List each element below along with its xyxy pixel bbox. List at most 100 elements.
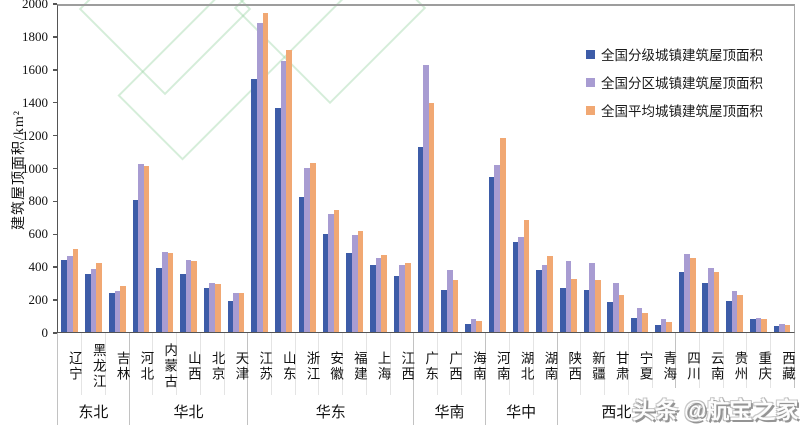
bar (399, 264, 405, 332)
bar (689, 258, 696, 332)
province-label: 湖南 (542, 351, 558, 382)
province-label: 北京 (201, 333, 225, 395)
bar (333, 210, 340, 332)
region-label: 华中 (506, 405, 537, 421)
region-label: 华东 (315, 405, 346, 421)
y-tick-label: 1800 (22, 28, 48, 44)
province-label-row: 广东 广西 海南 (414, 333, 486, 395)
province-label: 安徽 (319, 333, 344, 395)
province-label: 上海 (367, 333, 391, 395)
bars-container (58, 6, 794, 332)
bar (67, 256, 73, 332)
bar (654, 324, 661, 332)
y-tick-mark (53, 134, 57, 137)
bar (666, 321, 672, 332)
bar (784, 325, 791, 332)
bar (702, 282, 709, 332)
bar-cluster (153, 6, 177, 332)
bar (583, 289, 590, 332)
y-tick-label: 200 (28, 292, 49, 308)
bar (607, 301, 614, 332)
legend-item: 全国分级城镇建筑屋顶面积 (586, 44, 763, 64)
y-tick-label: 1600 (22, 61, 48, 77)
province-label: 黑龙江 (82, 333, 106, 395)
y-tick-mark (53, 167, 57, 170)
bar-region-group (485, 6, 556, 332)
bar (256, 22, 263, 332)
region-label: 西北 (601, 405, 632, 421)
province-label: 吉林 (114, 351, 130, 382)
bar-cluster (343, 6, 367, 332)
bar (251, 78, 257, 332)
province-label: 山西 (177, 333, 201, 395)
bar (298, 197, 305, 332)
bar (678, 272, 685, 332)
bar-cluster (367, 6, 391, 332)
bar (167, 253, 174, 332)
bar (541, 265, 548, 332)
region-label: 华南 (434, 405, 465, 421)
legend-swatch-icon (586, 105, 595, 115)
province-label-row: 四川 云南 贵州 重庆 西藏 (676, 333, 795, 395)
bar (470, 319, 477, 332)
bar (417, 146, 424, 332)
bar-cluster (272, 6, 296, 332)
toutiao-handle-text: @航宝之家 (684, 397, 799, 423)
y-tick-label: 1000 (22, 160, 48, 176)
bar (375, 257, 382, 332)
province-label: 甘肃 (605, 333, 629, 395)
y-tick-label: 2000 (22, 0, 48, 11)
province-label: 四川 (676, 333, 700, 395)
province-label-row: 陕西 新疆 甘肃 宁夏 青海 (558, 333, 676, 395)
bar (114, 290, 121, 332)
bar-cluster (438, 6, 462, 332)
province-label: 河北 (130, 333, 154, 395)
bar (185, 260, 192, 332)
legend-label: 全国分级城镇建筑屋顶面积 (601, 48, 763, 63)
bar-region-group (248, 6, 414, 332)
bar (233, 292, 239, 332)
province-label-row: 江苏 山东 浙江 安徽 福建 上海 江西 (248, 333, 415, 395)
bar (547, 255, 554, 332)
province-label: 河南 (486, 333, 510, 395)
province-label-row: 辽宁 黑龙江 吉林 (58, 333, 130, 395)
y-tick-mark (53, 233, 57, 236)
province-label: 江西 (399, 351, 415, 382)
y-tick-mark (53, 200, 57, 203)
region-label: 华北 (173, 405, 204, 421)
bar-cluster (414, 6, 438, 332)
bar (755, 317, 762, 332)
y-tick-mark (53, 3, 57, 5)
label-region-group: 陕西 新疆 甘肃 宁夏 青海西北 (558, 333, 676, 425)
bar (494, 165, 500, 332)
bar (726, 300, 732, 332)
bar (215, 284, 221, 332)
province-label: 贵州 (724, 333, 748, 395)
province-label: 陕西 (558, 333, 582, 395)
province-label: 江苏 (248, 333, 273, 395)
province-label: 宁夏 (629, 333, 653, 395)
bar (72, 248, 79, 332)
bar (275, 108, 281, 332)
bar (523, 220, 530, 332)
legend-swatch-icon (586, 77, 595, 87)
y-tick-label: 0 (41, 325, 49, 340)
bar (536, 270, 542, 332)
bar (180, 274, 186, 332)
legend-label: 全国分区城镇建筑屋顶面积 (601, 76, 763, 91)
bar-cluster (699, 6, 723, 332)
toutiao-watermark: 头条 @航宝之家 (632, 388, 800, 428)
y-tick-mark (53, 69, 57, 71)
province-label: 浙江 (296, 333, 320, 395)
bar (238, 293, 245, 332)
legend-swatch-icon (586, 49, 595, 59)
bar-cluster (177, 6, 201, 332)
bar (310, 162, 316, 332)
bar-cluster (557, 6, 581, 332)
bar (428, 103, 435, 332)
bar-cluster (533, 6, 557, 332)
legend: 全国分级城镇建筑屋顶面积 全国分区城镇建筑屋顶面积 全国平均城镇建筑屋顶面积 (586, 44, 763, 120)
bar (518, 236, 524, 332)
province-label: 云南 (700, 333, 724, 395)
bar-cluster (675, 6, 699, 332)
